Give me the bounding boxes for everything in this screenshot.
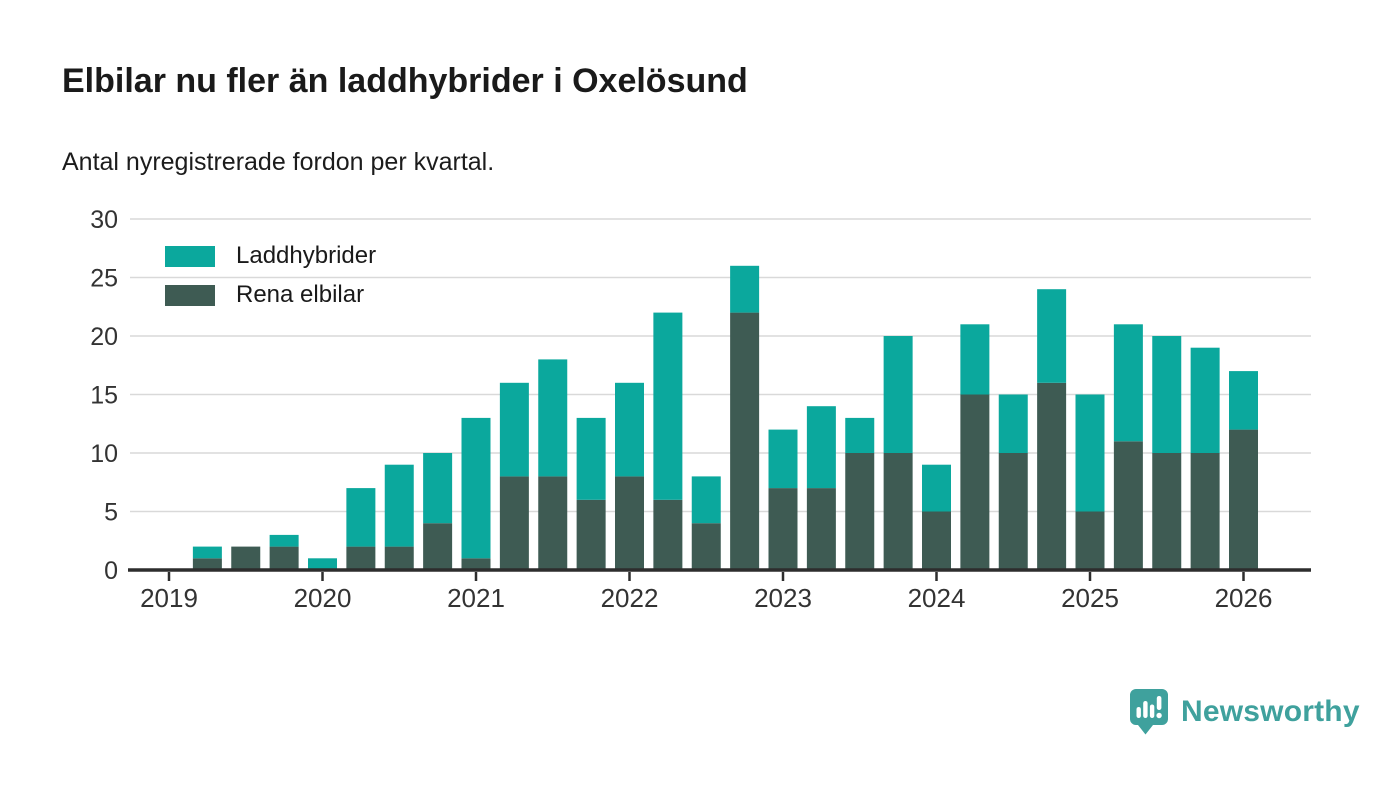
bar-segment	[461, 558, 491, 570]
x-tick-label: 2023	[754, 583, 812, 613]
legend-label-laddhybrider: Laddhybrider	[236, 242, 377, 269]
bar-segment	[499, 382, 529, 477]
y-tick-label: 30	[90, 206, 118, 234]
bar-segment	[576, 499, 606, 570]
x-tick-label: 2021	[447, 583, 505, 613]
bar-segment	[1075, 511, 1105, 570]
bar-segment	[1113, 441, 1143, 570]
bar-segment	[615, 382, 644, 477]
bar-segment	[768, 429, 798, 489]
bar-segment	[730, 265, 760, 313]
legend-swatch-laddhybrider	[165, 245, 215, 267]
bar-segment	[499, 476, 529, 570]
bar-segment	[269, 534, 299, 547]
bar-segment	[1113, 324, 1143, 442]
bar-segment	[653, 499, 683, 570]
bar-segment	[883, 453, 913, 570]
bar-segment	[576, 417, 606, 500]
bar-segment	[615, 476, 644, 570]
bar-segment	[192, 558, 222, 570]
x-tick-label: 2019	[140, 583, 198, 613]
legend-label-rena-elbilar: Rena elbilar	[236, 281, 365, 308]
bar-segment	[308, 558, 337, 570]
bar-segment	[1152, 336, 1182, 453]
bar-segment	[423, 523, 453, 570]
bar-segment	[346, 488, 376, 547]
bar-segment	[960, 394, 990, 570]
bar-segment	[1190, 453, 1220, 570]
bar-segment	[691, 523, 721, 570]
bar-segment	[768, 488, 798, 570]
bar-segment	[691, 476, 721, 524]
legend: Laddhybrider Rena elbilar	[165, 244, 376, 307]
bar-segment	[423, 453, 453, 524]
bar-segment	[845, 453, 875, 570]
bar-segment	[922, 511, 951, 570]
bar-segment	[1037, 382, 1067, 570]
bar-segment	[192, 546, 222, 559]
bar-segment	[922, 464, 951, 512]
y-tick-label: 20	[90, 323, 118, 351]
chart-subtitle: Antal nyregistrerade fordon per kvartal.	[62, 148, 495, 176]
x-tick-label: 2026	[1215, 583, 1273, 613]
chart-title: Elbilar nu fler än laddhybrider i Oxelös…	[62, 62, 748, 100]
brand-name: Newsworthy	[1181, 695, 1360, 728]
bar-segment	[346, 546, 376, 570]
bar-segment	[538, 476, 568, 570]
bar-segment	[461, 417, 491, 559]
legend-item-rena-elbilar: Rena elbilar	[165, 283, 376, 307]
bar-segment	[1229, 429, 1258, 570]
bar-segment	[231, 546, 261, 570]
bar-segment	[730, 312, 760, 570]
bar-segment	[845, 417, 875, 453]
bar-segment	[998, 394, 1028, 453]
bar-segment	[883, 336, 913, 453]
x-tick-label: 2020	[294, 583, 352, 613]
y-tick-label: 5	[104, 499, 118, 527]
y-tick-label: 15	[90, 382, 118, 410]
bar-segment	[538, 359, 568, 477]
bar-segment	[806, 406, 836, 489]
bar-chart-speech-bubble-icon	[1130, 689, 1168, 735]
y-tick-label: 10	[90, 440, 118, 468]
bar-segment	[269, 546, 299, 570]
bar-segment	[1229, 371, 1258, 430]
bar-segment	[998, 453, 1028, 570]
bar-segment	[1075, 394, 1105, 512]
bar-segment	[653, 312, 683, 500]
brand-footer: Newsworthy	[1129, 688, 1360, 736]
bar-segment	[384, 464, 414, 547]
x-tick-label: 2025	[1061, 583, 1119, 613]
bar-segment	[1190, 347, 1220, 453]
legend-swatch-rena-elbilar	[165, 284, 215, 306]
legend-item-laddhybrider: Laddhybrider	[165, 244, 376, 268]
bar-segment	[1152, 453, 1182, 570]
y-tick-label: 0	[104, 557, 118, 585]
bar-segment	[806, 488, 836, 570]
x-tick-label: 2022	[601, 583, 659, 613]
bar-segment	[384, 546, 414, 570]
y-tick-label: 25	[90, 265, 118, 293]
bar-segment	[960, 324, 990, 395]
x-tick-label: 2024	[908, 583, 966, 613]
bar-segment	[1037, 289, 1067, 383]
